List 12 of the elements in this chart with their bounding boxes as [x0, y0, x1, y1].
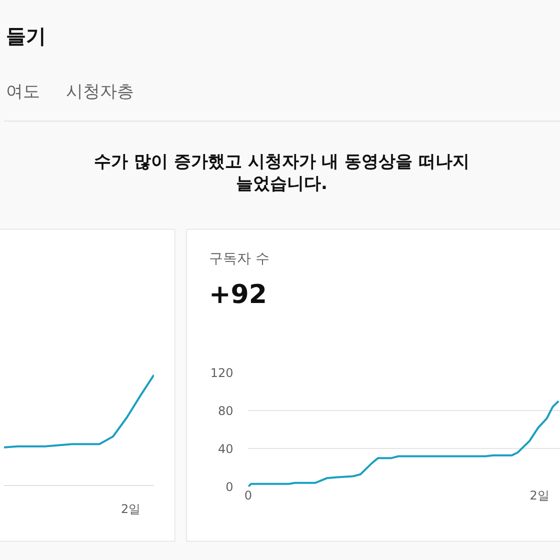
- text: 시청자층: [66, 82, 134, 102]
- chart-title: 구독자 수: [209, 251, 270, 267]
- y-tick-label: 0: [226, 480, 234, 494]
- y-tick-label: 80: [218, 404, 234, 418]
- text: 2일: [121, 502, 141, 516]
- line-series: [248, 400, 560, 487]
- text: 수가 많이 증가했고 시청자가 내 동영상을 떠나지 늘었습니다.: [94, 152, 470, 194]
- y-tick-label: 120: [210, 366, 234, 380]
- chart-subtitle: +92: [209, 280, 267, 310]
- text: 들기: [6, 24, 46, 48]
- y-tick-label: 40: [218, 442, 234, 456]
- text: 여도: [6, 82, 40, 102]
